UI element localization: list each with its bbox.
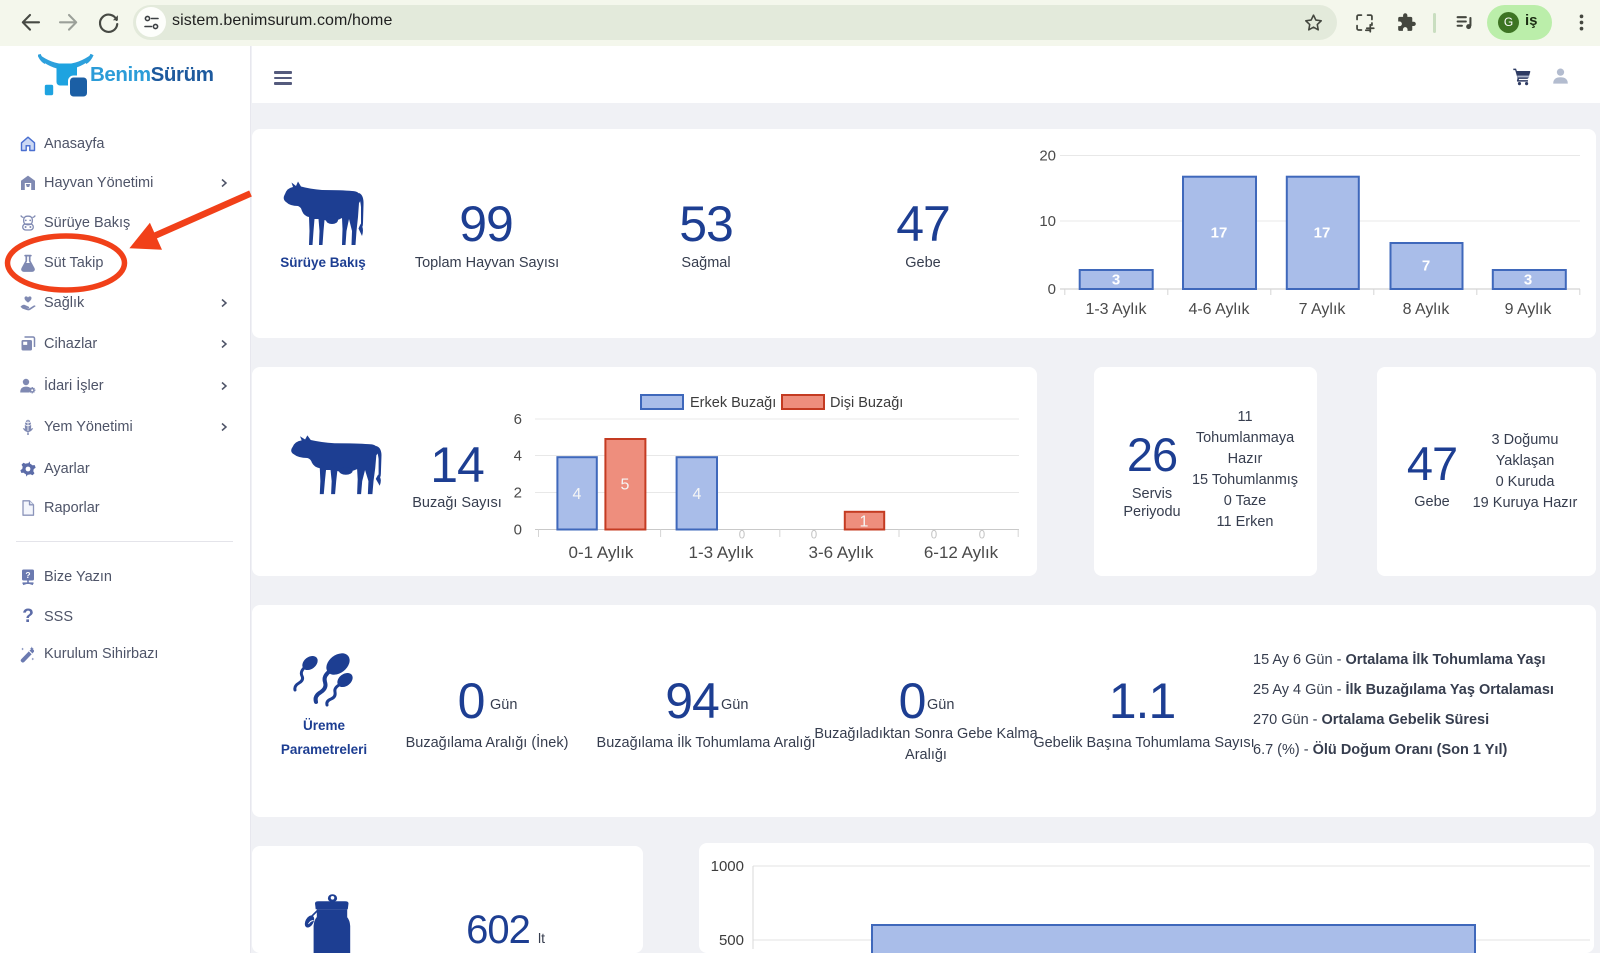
svg-text:3-6 Aylık: 3-6 Aylık [809, 543, 874, 562]
svg-text:500: 500 [719, 932, 744, 949]
svg-text:6-12 Aylık: 6-12 Aylık [924, 543, 999, 562]
svg-text:10: 10 [1039, 213, 1056, 230]
svg-text:0-1 Aylık: 0-1 Aylık [569, 543, 634, 562]
svg-text:0: 0 [931, 530, 937, 542]
svg-text:1-3 Aylık: 1-3 Aylık [689, 543, 754, 562]
svg-text:20: 20 [1039, 148, 1056, 165]
svg-text:0: 0 [514, 522, 522, 539]
svg-text:1-3 Aylık: 1-3 Aylık [1085, 301, 1147, 318]
svg-text:1: 1 [860, 514, 869, 531]
svg-text:0: 0 [811, 530, 817, 542]
svg-text:4: 4 [514, 448, 522, 465]
svg-text:7 Aylık: 7 Aylık [1299, 301, 1347, 318]
svg-text:0: 0 [1048, 281, 1056, 298]
svg-text:4: 4 [573, 486, 582, 503]
svg-text:2: 2 [514, 485, 522, 502]
svg-text:0: 0 [739, 530, 745, 542]
svg-text:0: 0 [979, 530, 985, 542]
svg-text:6: 6 [514, 411, 522, 428]
svg-text:3: 3 [1524, 272, 1532, 289]
svg-text:7: 7 [1422, 258, 1430, 275]
svg-text:5: 5 [621, 477, 630, 494]
svg-text:1000: 1000 [711, 858, 744, 875]
svg-text:4: 4 [693, 486, 702, 503]
svg-text:8 Aylık: 8 Aylık [1403, 301, 1451, 318]
svg-text:17: 17 [1314, 225, 1331, 242]
svg-text:4-6 Aylık: 4-6 Aylık [1188, 301, 1250, 318]
svg-text:17: 17 [1211, 225, 1228, 242]
svg-text:?: ? [25, 570, 30, 580]
svg-text:3: 3 [1112, 272, 1120, 289]
svg-text:9 Aylık: 9 Aylık [1505, 301, 1553, 318]
